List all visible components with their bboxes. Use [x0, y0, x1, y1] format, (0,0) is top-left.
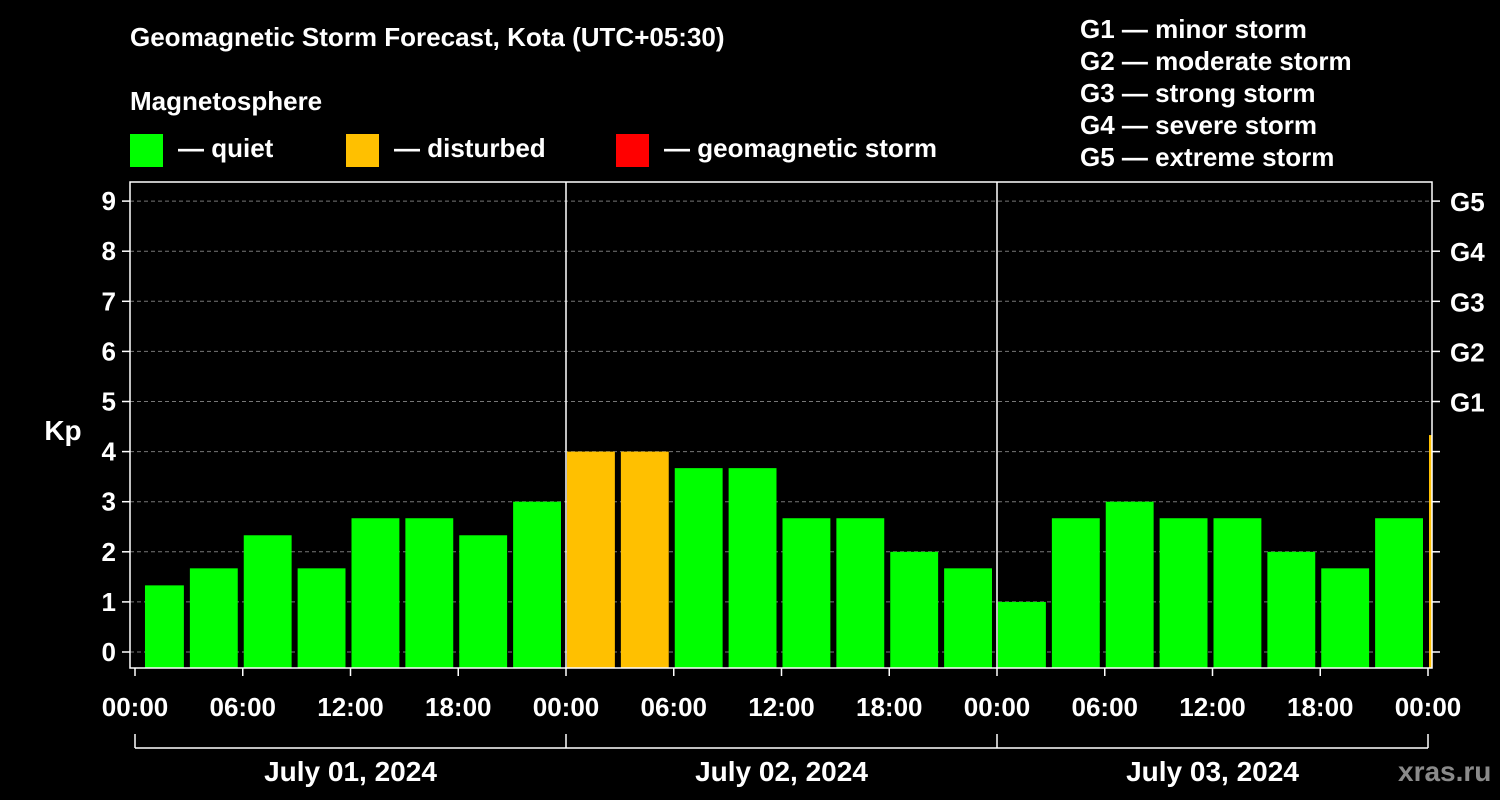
kp-bar-0 — [144, 585, 184, 668]
day-label-1: July 01, 2024 — [264, 756, 437, 787]
kp-bar-21 — [1267, 551, 1316, 668]
kp-bar-8 — [567, 451, 615, 668]
y-tick-label-9: 9 — [102, 186, 116, 216]
x-tick-label-8: 00:00 — [964, 692, 1031, 722]
kp-bar-5 — [405, 518, 454, 668]
day-label-3: July 03, 2024 — [1126, 756, 1299, 787]
kp-bar-2 — [243, 535, 292, 668]
g2-description: G2 — moderate storm — [1080, 46, 1352, 76]
kp-bar-15 — [944, 568, 992, 668]
g-level-label-g3: G3 — [1450, 287, 1485, 317]
g1-description: G1 — minor storm — [1080, 14, 1307, 44]
g-level-label-g5: G5 — [1450, 187, 1485, 217]
kp-bar-1 — [189, 568, 238, 668]
chart-title: Geomagnetic Storm Forecast, Kota (UTC+05… — [130, 22, 725, 52]
disturbed-swatch — [346, 134, 379, 167]
g4-description: G4 — severe storm — [1080, 110, 1318, 140]
x-tick-label-12: 00:00 — [1395, 692, 1462, 722]
x-tick-label-6: 12:00 — [748, 692, 815, 722]
kp-bar-7 — [513, 501, 561, 668]
y-tick-label-5: 5 — [102, 387, 116, 417]
y-axis-label: Kp — [44, 415, 81, 446]
g3-description: G3 — strong storm — [1080, 78, 1316, 108]
x-tick-label-2: 12:00 — [317, 692, 384, 722]
kp-bar-12 — [782, 518, 831, 668]
y-tick-label-4: 4 — [102, 437, 117, 467]
y-tick-label-0: 0 — [102, 637, 116, 667]
kp-bar-11 — [728, 468, 777, 668]
y-tick-label-1: 1 — [102, 587, 116, 617]
kp-bar-10 — [674, 468, 723, 668]
x-tick-label-0: 00:00 — [102, 692, 169, 722]
legend-disturbed-label: — disturbed — [394, 133, 546, 163]
x-tick-label-1: 06:00 — [210, 692, 277, 722]
kp-bar-9 — [620, 451, 669, 668]
y-tick-label-2: 2 — [102, 537, 116, 567]
x-tick-label-10: 12:00 — [1179, 692, 1246, 722]
quiet-swatch — [130, 134, 163, 167]
kp-bar-16 — [998, 601, 1046, 668]
kp-bar-23 — [1375, 518, 1423, 668]
kp-bar-6 — [459, 535, 508, 668]
kp-bar-3 — [297, 568, 346, 668]
kp-bar-17 — [1051, 518, 1100, 668]
x-tick-label-7: 18:00 — [856, 692, 923, 722]
x-tick-label-11: 18:00 — [1287, 692, 1354, 722]
kp-bar-13 — [836, 518, 885, 668]
day-label-2: July 02, 2024 — [695, 756, 868, 787]
kp-bar-4 — [351, 518, 400, 668]
x-tick-label-3: 18:00 — [425, 692, 492, 722]
g-level-label-g1: G1 — [1450, 388, 1485, 418]
magnetosphere-label: Magnetosphere — [130, 86, 323, 116]
x-tick-label-9: 06:00 — [1072, 692, 1139, 722]
y-tick-label-3: 3 — [102, 487, 116, 517]
kp-bar-19 — [1159, 518, 1208, 668]
kp-bar-20 — [1213, 518, 1262, 668]
kp-bar-14 — [890, 551, 939, 668]
kp-bar-24 — [1429, 435, 1432, 668]
g-level-label-g2: G2 — [1450, 337, 1485, 367]
kp-bar-22 — [1321, 568, 1370, 668]
brand-watermark: xras.ru — [1398, 756, 1492, 787]
legend-quiet-label: — quiet — [178, 133, 274, 163]
kp-bar-18 — [1105, 501, 1154, 668]
g5-description: G5 — extreme storm — [1080, 142, 1335, 172]
y-tick-label-8: 8 — [102, 236, 116, 266]
legend-storm-label: — geomagnetic storm — [664, 133, 938, 163]
y-tick-label-7: 7 — [102, 286, 116, 316]
g-level-label-g4: G4 — [1450, 237, 1485, 267]
y-tick-label-6: 6 — [102, 336, 116, 366]
x-tick-label-5: 06:00 — [641, 692, 708, 722]
storm-swatch — [616, 134, 649, 167]
x-tick-label-4: 00:00 — [533, 692, 600, 722]
